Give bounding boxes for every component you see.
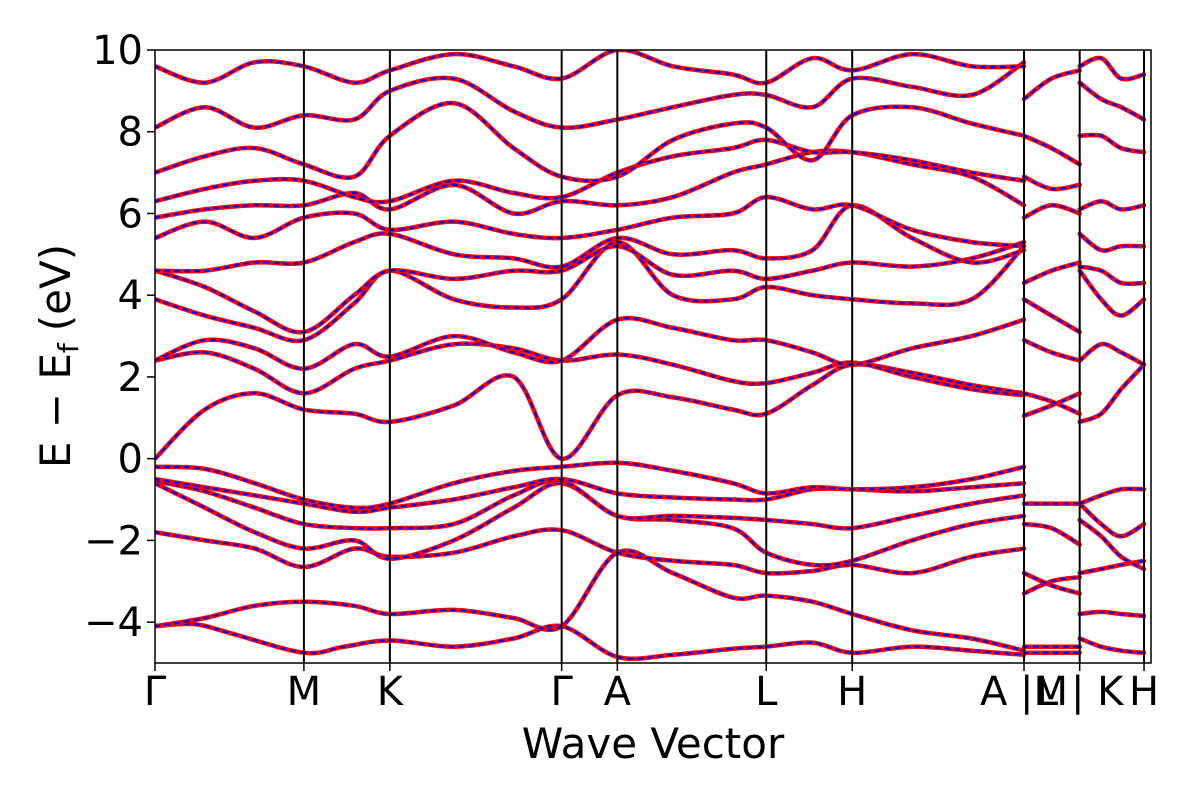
- x-tick-label: A |M: [980, 669, 1068, 715]
- band-line-model: [1078, 133, 1146, 154]
- band-line-model: [1022, 69, 1081, 101]
- band-line-model: [155, 149, 1026, 219]
- band-line-model: [1022, 572, 1081, 595]
- kpoint-lines: [302, 50, 1146, 663]
- band-line-model: [155, 317, 1026, 370]
- x-tick-label: H: [837, 669, 867, 715]
- band-line-model: [155, 195, 1026, 248]
- band-line-model: [1078, 342, 1146, 366]
- band-line-model: [155, 61, 1026, 129]
- band-line-model: [1022, 204, 1081, 219]
- band-line-model: [155, 461, 1026, 510]
- y-tick-label: −4: [84, 600, 143, 646]
- band-line-dft: [1077, 501, 1147, 539]
- x-tick-label: Γ: [551, 669, 574, 715]
- y-tick-label: 6: [118, 191, 143, 237]
- y-tick-label: 2: [118, 355, 143, 401]
- band-line-dft: [155, 621, 1027, 662]
- band-line-dft: [155, 100, 1027, 184]
- band-line-dft: [155, 315, 1027, 372]
- band-line-model: [1022, 576, 1081, 595]
- y-tick-label: 10: [92, 28, 143, 74]
- band-line-model: [1022, 392, 1081, 415]
- y-axis: −4 −2 0 2 4 6 8 10: [84, 28, 155, 646]
- band-line-model: [155, 363, 1026, 460]
- band-line-model: [1022, 134, 1081, 166]
- band-line-model: [155, 50, 1026, 85]
- band-line-model: [1078, 269, 1146, 317]
- band-line-model: [1078, 637, 1146, 654]
- band-line-model: [155, 528, 1026, 575]
- band-line-model: [1078, 200, 1146, 211]
- band-line-model: [1078, 363, 1146, 423]
- y-axis-label: E − Ef (eV): [31, 244, 85, 468]
- x-tick-label: A: [604, 669, 632, 715]
- band-line-dft: [1077, 341, 1147, 367]
- band-line-dft: [1021, 521, 1082, 547]
- band-line-dft: [1021, 203, 1082, 220]
- band-line-dft: [155, 362, 1027, 461]
- x-tick-label: K: [377, 669, 405, 715]
- x-axis-label: Wave Vector: [522, 719, 785, 768]
- x-tick-label: L: [755, 669, 778, 715]
- band-line-model: [1022, 175, 1081, 191]
- band-line-model: [155, 241, 1026, 334]
- y-axis-label-sub: f: [52, 342, 85, 353]
- band-line-model: [155, 342, 1026, 397]
- x-tick-label: M: [287, 669, 322, 715]
- x-tick-label: Γ: [144, 669, 167, 715]
- band-line-dft: [1077, 636, 1147, 656]
- band-line-model: [1078, 232, 1146, 252]
- band-line-model: [1078, 559, 1146, 575]
- band-line-dft: [155, 203, 1027, 274]
- plot-frame: [154, 49, 1152, 664]
- band-line-model: [155, 622, 1026, 660]
- x-tick-label: H: [1129, 669, 1159, 715]
- band-line-dft: [155, 527, 1027, 576]
- x-tick-label: L | K: [1036, 669, 1125, 715]
- y-tick-label: 8: [118, 110, 143, 156]
- band-line-dft: [155, 137, 1027, 205]
- band-line-model: [1078, 487, 1146, 505]
- band-line-dft: [1077, 132, 1147, 155]
- band-line-dft: [155, 60, 1027, 131]
- y-tick-label: −2: [84, 518, 143, 564]
- band-line-model: [1078, 502, 1146, 538]
- band-line-model: [1078, 265, 1146, 285]
- band-line-model: [155, 138, 1026, 204]
- band-line-model: [1022, 261, 1081, 284]
- band-line-model: [1078, 56, 1146, 81]
- band-line-model: [155, 479, 1026, 530]
- band-line-dft: [155, 548, 1027, 653]
- band-line-model: [1078, 81, 1146, 121]
- band-line-dft: [1021, 68, 1082, 102]
- y-axis-label-main: E − E: [31, 353, 80, 468]
- band-line-model: [1022, 392, 1081, 417]
- band-line-dft: [1077, 362, 1147, 425]
- band-line-model: [1022, 339, 1081, 362]
- band-line-model: [1022, 523, 1081, 546]
- y-tick-label: 0: [118, 437, 143, 483]
- band-line-dft: [155, 50, 1027, 86]
- band-line-model: [155, 101, 1026, 182]
- y-axis-label-unit: (eV): [31, 244, 80, 331]
- band-line-model: [1022, 298, 1081, 334]
- y-tick-label: 4: [118, 273, 143, 319]
- band-line-model: [1078, 518, 1146, 571]
- band-line-model: [1078, 610, 1146, 618]
